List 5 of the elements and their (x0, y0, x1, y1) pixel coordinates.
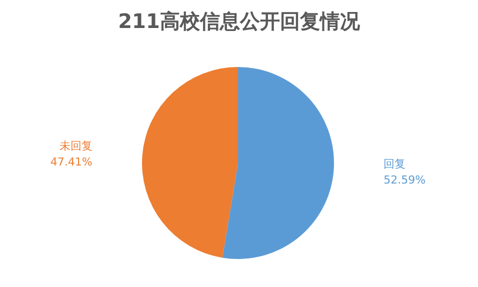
data-label: 52.59% (384, 174, 426, 187)
slice-label: 未回复 (59, 139, 92, 152)
chart-title: 211高校信息公开回复情况 (118, 9, 361, 33)
data-label: 47.41% (50, 155, 92, 168)
slice-label: 回复 (384, 158, 406, 171)
